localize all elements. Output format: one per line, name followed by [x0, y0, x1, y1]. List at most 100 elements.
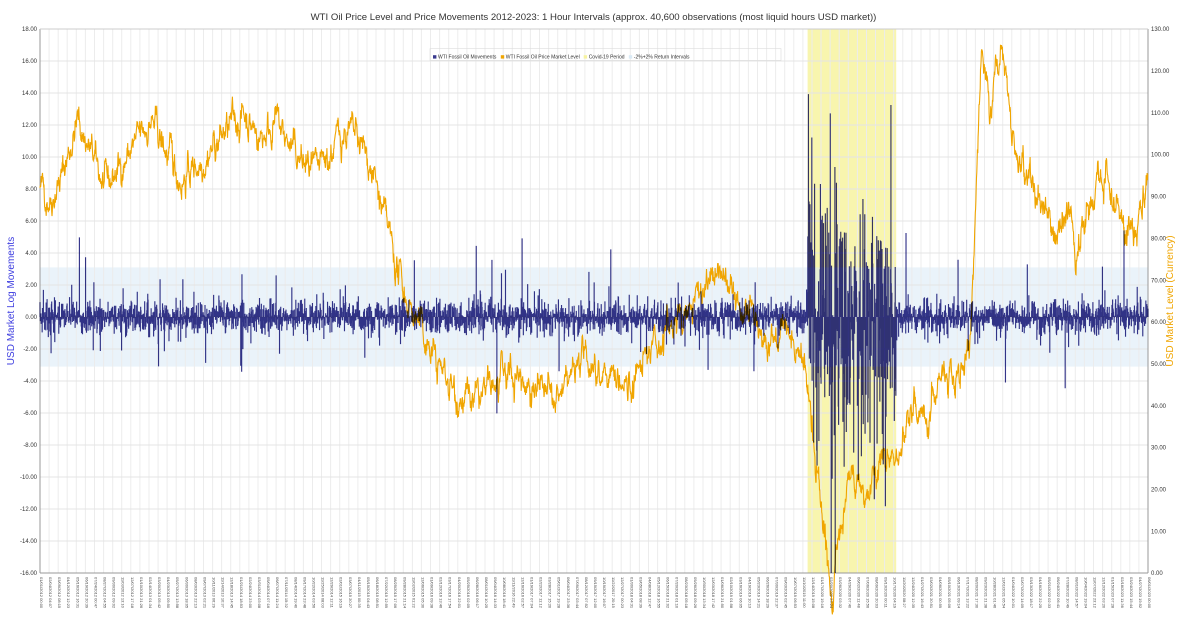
svg-text:16.00: 16.00 [22, 59, 38, 65]
svg-text:11/22/2017 20:15: 11/22/2017 20:15 [611, 577, 616, 609]
svg-text:09/13/2020 00:11: 09/13/2020 00:11 [884, 577, 889, 609]
svg-text:03/17/2016 17:54: 03/17/2016 17:54 [448, 577, 453, 609]
svg-text:02/20/2020 23:24: 02/20/2020 23:24 [829, 577, 834, 609]
svg-text:02/10/2019 01:58: 02/10/2019 01:58 [729, 577, 734, 609]
svg-text:-12.00: -12.00 [20, 507, 38, 513]
svg-text:02/04/2012 04:07: 02/04/2012 04:07 [48, 577, 53, 609]
svg-text:12/12/2022 03:20: 12/12/2022 03:20 [1102, 577, 1107, 609]
svg-text:0.00: 0.00 [25, 315, 37, 321]
svg-text:10/30/2018 13:34: 10/30/2018 13:34 [702, 577, 707, 609]
svg-text:07/22/2015 12:59: 07/22/2015 12:59 [384, 577, 389, 609]
svg-text:05/23/2019 14:21: 05/23/2019 14:21 [757, 577, 762, 609]
svg-text:100.00: 100.00 [1151, 153, 1170, 159]
svg-text:09/03/2019 02:45: 09/03/2019 02:45 [784, 577, 789, 609]
svg-text:USD Market Level (Currency): USD Market Level (Currency) [1165, 235, 1176, 366]
svg-text:90.00: 90.00 [1151, 195, 1167, 201]
svg-text:05/21/2022 02:33: 05/21/2022 02:33 [1047, 577, 1052, 609]
svg-text:06/13/2021 09:14: 06/13/2021 09:14 [956, 577, 961, 609]
svg-text:03/09/2012 08:15: 03/09/2012 08:15 [57, 577, 62, 609]
svg-text:05/12/2018 16:55: 05/12/2018 16:55 [657, 577, 662, 609]
svg-text:-16.00: -16.00 [20, 571, 38, 577]
svg-text:01/04/2022 10:01: 01/04/2022 10:01 [1011, 577, 1016, 609]
svg-text:03/24/2023 15:44: 03/24/2023 15:44 [1129, 577, 1134, 609]
svg-text:8.00: 8.00 [25, 187, 37, 193]
svg-text:01/15/2023 07:28: 01/15/2023 07:28 [1111, 577, 1116, 609]
svg-text:08/14/2014 19:40: 08/14/2014 19:40 [293, 577, 298, 609]
svg-text:08/01/2016 10:25: 08/01/2016 10:25 [484, 577, 489, 609]
svg-text:12.00: 12.00 [22, 123, 38, 129]
svg-text:11/02/2015 01:22: 11/02/2015 01:22 [411, 577, 416, 609]
svg-text:01/27/2021 16:43: 01/27/2021 16:43 [920, 577, 925, 609]
svg-text:03/20/2013 05:42: 03/20/2013 05:42 [157, 577, 162, 609]
svg-text:12/27/2017 00:23: 12/27/2017 00:23 [620, 577, 625, 609]
svg-text:08/09/2020 20:03: 08/09/2020 20:03 [875, 577, 880, 609]
svg-text:USD Market Log Movements: USD Market Log Movements [6, 237, 17, 365]
svg-text:08/27/2012 04:55: 08/27/2012 04:55 [103, 577, 108, 609]
svg-text:08/03/2013 22:13: 08/03/2013 22:13 [193, 577, 198, 609]
svg-text:40.00: 40.00 [1151, 404, 1167, 410]
svg-text:06/19/2012 20:39: 06/19/2012 20:39 [84, 577, 89, 609]
svg-text:30.00: 30.00 [1151, 446, 1167, 452]
svg-text:03/05/2018 08:39: 03/05/2018 08:39 [638, 577, 643, 609]
svg-text:05/15/2015 04:43: 05/15/2015 04:43 [366, 577, 371, 609]
svg-text:12/29/2014 12:11: 12/29/2014 12:11 [330, 577, 335, 609]
svg-text:02/14/2013 01:34: 02/14/2013 01:34 [148, 577, 153, 609]
svg-text:06/15/2018 21:02: 06/15/2018 21:02 [666, 577, 671, 609]
svg-text:01/09/2016 09:38: 01/09/2016 09:38 [430, 577, 435, 609]
svg-text:06/18/2015 08:51: 06/18/2015 08:51 [375, 577, 380, 609]
svg-text:12/07/2012 17:18: 12/07/2012 17:18 [130, 577, 135, 609]
svg-text:08/23/2018 05:18: 08/23/2018 05:18 [684, 577, 689, 609]
svg-text:08/20/2021 17:30: 08/20/2021 17:30 [974, 577, 979, 609]
svg-text:04/20/2016 22:01: 04/20/2016 22:01 [457, 577, 462, 609]
svg-text:03/28/2017 15:20: 03/28/2017 15:20 [548, 577, 553, 609]
svg-text:07/28/2022 10:49: 07/28/2022 10:49 [1065, 577, 1070, 609]
svg-text:110.00: 110.00 [1151, 111, 1170, 117]
svg-text:09/23/2021 21:38: 09/23/2021 21:38 [984, 577, 989, 609]
svg-text:11/14/2013 10:37: 11/14/2013 10:37 [221, 577, 226, 609]
svg-text:09/28/2015 21:14: 09/28/2015 21:14 [402, 577, 407, 609]
svg-text:12/16/2016 02:57: 12/16/2016 02:57 [520, 577, 525, 609]
svg-text:04/06/2021 00:59: 04/06/2021 00:59 [938, 577, 943, 609]
svg-text:04/29/2020 07:40: 04/29/2020 07:40 [847, 577, 852, 609]
svg-text:11/20/2020 08:27: 11/20/2020 08:27 [902, 577, 907, 609]
svg-text:08/25/2015 17:06: 08/25/2015 17:06 [393, 577, 398, 609]
svg-text:06/30/2013 18:05: 06/30/2013 18:05 [184, 577, 189, 609]
svg-text:09/26/2018 09:26: 09/26/2018 09:26 [693, 577, 698, 609]
svg-text:09/15/2017 12:00: 09/15/2017 12:00 [593, 577, 598, 609]
svg-text:02/24/2014 23:00: 02/24/2014 23:00 [248, 577, 253, 609]
svg-text:6.00: 6.00 [25, 219, 37, 225]
svg-text:130.00: 130.00 [1151, 27, 1170, 33]
svg-text:09/17/2014 23:48: 09/17/2014 23:48 [302, 577, 307, 609]
svg-text:-10.00: -10.00 [20, 475, 38, 481]
svg-text:WTI Fossil Oil Movements: WTI Fossil Oil Movements [438, 54, 497, 60]
svg-text:-14.00: -14.00 [20, 539, 38, 545]
svg-text:04/12/2012 12:23: 04/12/2012 12:23 [66, 577, 71, 609]
svg-text:2.00: 2.00 [25, 283, 37, 289]
svg-text:03/02/2021 20:51: 03/02/2021 20:51 [929, 577, 934, 609]
svg-text:07/17/2021 13:22: 07/17/2021 13:22 [965, 577, 970, 609]
svg-text:04/23/2013 09:50: 04/23/2013 09:50 [166, 577, 171, 609]
svg-text:07/20/2018 01:10: 07/20/2018 01:10 [675, 577, 680, 609]
svg-text:10/08/2016 18:41: 10/08/2016 18:41 [502, 577, 507, 609]
svg-text:08/12/2017 07:52: 08/12/2017 07:52 [584, 577, 589, 609]
svg-text:06/01/2023 00:00: 06/01/2023 00:00 [1147, 577, 1152, 609]
svg-text:01/10/2013 21:26: 01/10/2013 21:26 [139, 577, 144, 609]
svg-text:01/01/2012 00:00: 01/01/2012 00:00 [39, 577, 44, 609]
svg-text:-8.00: -8.00 [23, 443, 37, 449]
svg-text:06/28/2016 06:17: 06/28/2016 06:17 [475, 577, 480, 609]
svg-text:07/30/2019 22:37: 07/30/2019 22:37 [775, 577, 780, 609]
svg-text:02/07/2022 14:09: 02/07/2022 14:09 [1020, 577, 1025, 609]
svg-text:12/03/2018 17:42: 12/03/2018 17:42 [711, 577, 716, 609]
svg-text:18.00: 18.00 [22, 27, 38, 33]
svg-text:11/03/2012 13:10: 11/03/2012 13:10 [121, 577, 126, 609]
svg-text:06/26/2019 18:29: 06/26/2019 18:29 [766, 577, 771, 609]
svg-text:-6.00: -6.00 [23, 411, 37, 417]
svg-text:10.00: 10.00 [22, 155, 38, 161]
svg-text:02/18/2023 11:36: 02/18/2023 11:36 [1120, 577, 1125, 609]
svg-text:09/07/2013 02:21: 09/07/2013 02:21 [203, 577, 208, 609]
svg-text:10/11/2013 06:29: 10/11/2013 06:29 [212, 577, 217, 609]
svg-text:01/06/2019 21:50: 01/06/2019 21:50 [720, 577, 725, 609]
svg-text:02/01/2015 16:19: 02/01/2015 16:19 [339, 577, 344, 609]
svg-text:08/31/2022 14:57: 08/31/2022 14:57 [1074, 577, 1079, 609]
svg-text:12/01/2021 05:54: 12/01/2021 05:54 [1002, 577, 1007, 609]
